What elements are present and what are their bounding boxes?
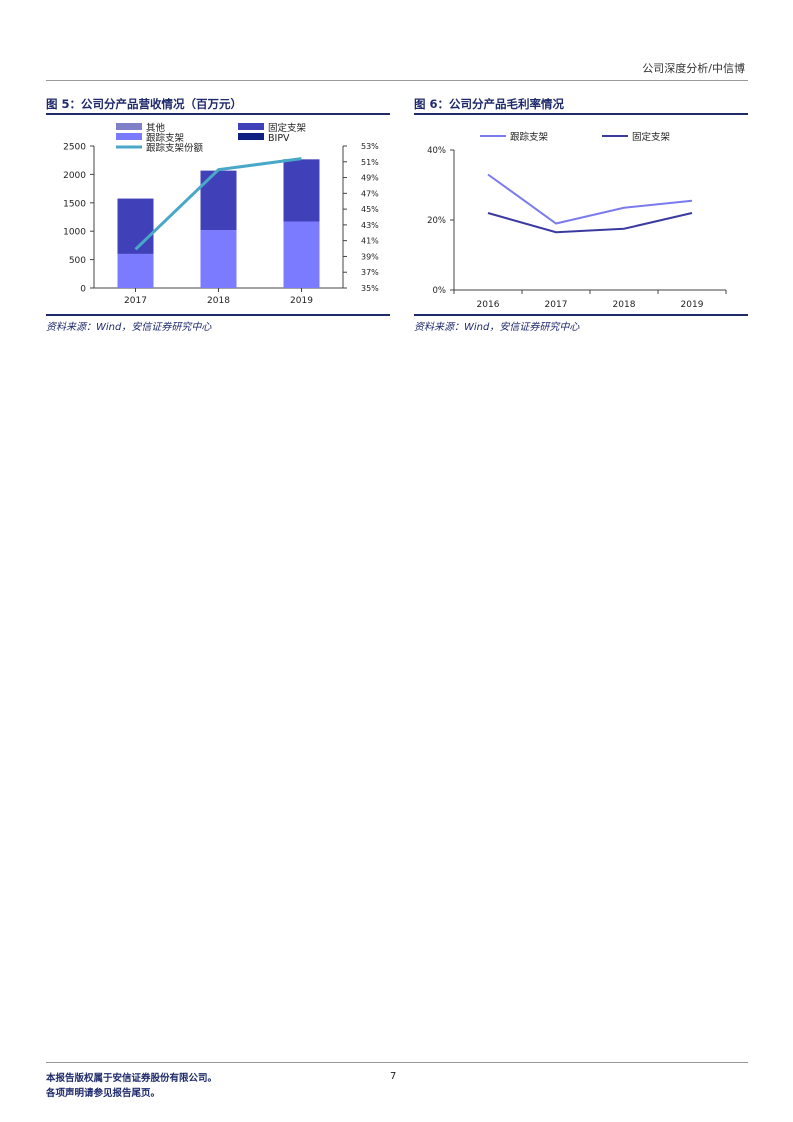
figure-6-top-rule — [414, 113, 748, 115]
bar-固定支架-2017 — [117, 198, 154, 254]
line-固定支架 — [487, 212, 693, 234]
y2-tick-label: 37% — [361, 268, 379, 277]
y-tick-label: 500 — [69, 256, 86, 266]
legend-label-跟踪支架份额: 跟踪支架份额 — [146, 142, 204, 154]
legend-swatch-其他 — [116, 123, 142, 130]
y2-tick-label: 45% — [361, 205, 379, 214]
y2-tick-label: 35% — [361, 284, 379, 293]
x-tick-label: 2019 — [681, 300, 704, 310]
header-divider — [46, 80, 748, 81]
y-tick-label: 40% — [427, 146, 446, 156]
footer-divider — [46, 1062, 748, 1063]
x-tick-label: 2019 — [290, 296, 313, 306]
figure-6-title: 图 6：公司分产品毛利率情况 — [414, 97, 565, 111]
bar-跟踪支架-2017 — [117, 253, 154, 288]
legend-swatch-BIPV — [238, 133, 264, 140]
y-tick-label: 0 — [80, 285, 86, 295]
y2-tick-label: 41% — [361, 237, 379, 246]
line-跟踪支架份额 — [134, 157, 302, 251]
y2-tick-label: 39% — [361, 252, 379, 261]
figure-5-top-rule — [46, 113, 390, 115]
figure-5-source: 资料来源：Wind，安信证券研究中心 — [46, 322, 212, 333]
bar-跟踪支架-2018 — [200, 230, 237, 288]
page-number: 7 — [390, 1071, 397, 1082]
legend-label-固定支架: 固定支架 — [632, 131, 671, 143]
y2-tick-label: 43% — [361, 221, 379, 230]
figure-5-bottom-rule — [46, 314, 390, 316]
figure-6-source: 资料来源：Wind，安信证券研究中心 — [414, 322, 580, 333]
y2-tick-label: 51% — [361, 158, 379, 167]
figure-6-bottom-rule — [414, 314, 748, 316]
y-tick-label: 20% — [427, 216, 446, 226]
y-tick-label: 2500 — [63, 143, 86, 153]
legend-label-跟踪支架: 跟踪支架 — [510, 131, 549, 143]
header-right-text: 公司深度分析/中信博 — [642, 62, 745, 75]
y-tick-label: 1500 — [63, 199, 86, 209]
figure-5-chart: 0 500 1000 1500 2000 2500 35% 37% 39% 41% 43% 45% 47… — [63, 122, 379, 306]
line-跟踪支架 — [487, 173, 693, 225]
y2-tick-label: 47% — [361, 189, 379, 198]
x-tick-label: 2018 — [613, 300, 636, 310]
x-tick-label: 2017 — [124, 296, 147, 306]
bar-其他-2017 — [117, 198, 154, 199]
y2-tick-label: 53% — [361, 142, 379, 151]
legend-label-跟踪支架: 跟踪支架 — [146, 132, 185, 144]
legend-label-固定支架: 固定支架 — [268, 122, 307, 134]
figure-5-title: 图 5：公司分产品营收情况（百万元） — [46, 97, 243, 111]
y2-tick-label: 49% — [361, 174, 379, 183]
bar-跟踪支架-2019 — [283, 221, 320, 288]
legend-label-其他: 其他 — [146, 122, 166, 134]
footer-copyright: 本报告版权属于安信证券股份有限公司。 — [46, 1073, 218, 1084]
y-tick-label: 2000 — [63, 171, 86, 181]
y-tick-label: 0% — [433, 286, 447, 296]
figure-6-chart: 0% 20% 40% 2016 2017 2018 2019 跟踪支架 固定支架 — [427, 131, 727, 310]
legend-label-BIPV: BIPV — [268, 133, 290, 144]
legend-swatch-固定支架 — [238, 123, 264, 130]
x-tick-label: 2017 — [545, 300, 568, 310]
bar-固定支架-2019 — [283, 159, 320, 222]
y-tick-label: 1000 — [63, 228, 86, 238]
x-tick-label: 2016 — [477, 300, 500, 310]
x-tick-label: 2018 — [207, 296, 230, 306]
footer-disclaimer: 各项声明请参见报告尾页。 — [46, 1088, 161, 1099]
legend-swatch-跟踪支架 — [116, 133, 142, 140]
